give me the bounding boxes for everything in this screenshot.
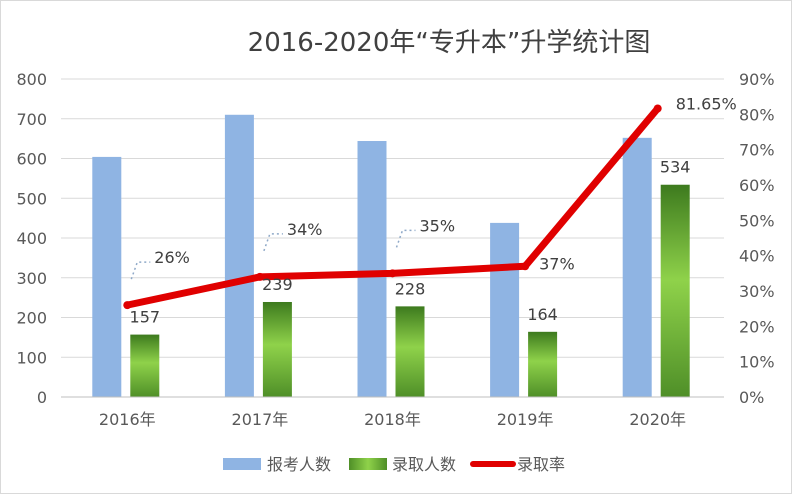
rate-label-leader bbox=[263, 233, 283, 252]
rate-point bbox=[255, 272, 264, 281]
y-left-tick-label: 800 bbox=[16, 70, 47, 89]
bar-applicants bbox=[622, 137, 652, 397]
x-tick-label: 2018年 bbox=[364, 410, 421, 429]
bar-admitted bbox=[262, 301, 292, 397]
legend-label-admitted: 录取人数 bbox=[392, 455, 456, 474]
bar-admitted bbox=[395, 306, 425, 397]
chart-title: 2016-2020年“专升本”升学统计图 bbox=[248, 28, 651, 58]
admitted-data-label: 534 bbox=[660, 158, 691, 177]
rate-data-label: 34% bbox=[287, 220, 323, 239]
y-right-tick-label: 0% bbox=[739, 388, 764, 407]
rate-data-label: 35% bbox=[420, 216, 456, 235]
y-left-tick-label: 300 bbox=[16, 269, 47, 288]
admitted-data-label: 157 bbox=[130, 308, 161, 327]
bar-admitted bbox=[660, 184, 690, 397]
admitted-data-label: 239 bbox=[262, 275, 293, 294]
y-left-tick-label: 200 bbox=[16, 309, 47, 328]
rate-label-leader bbox=[395, 229, 416, 248]
rate-point bbox=[521, 262, 530, 271]
rate-data-label: 37% bbox=[539, 254, 575, 273]
rate-point bbox=[653, 104, 662, 113]
y-right-tick-label: 70% bbox=[739, 141, 775, 160]
rate-data-label: 81.65% bbox=[676, 95, 737, 114]
legend-label-applicants: 报考人数 bbox=[267, 455, 331, 474]
y-right-tick-label: 40% bbox=[739, 247, 775, 266]
y-left-tick-label: 500 bbox=[16, 189, 47, 208]
rate-data-label: 26% bbox=[154, 248, 190, 267]
y-right-tick-label: 80% bbox=[739, 105, 775, 124]
legend-label-rate: 录取率 bbox=[517, 455, 565, 474]
x-tick-label: 2016年 bbox=[99, 410, 156, 429]
admitted-data-label: 228 bbox=[395, 279, 426, 298]
bar-applicants bbox=[92, 156, 122, 397]
x-tick-label: 2020年 bbox=[629, 410, 686, 429]
y-right-tick-label: 30% bbox=[739, 282, 775, 301]
bar-applicants bbox=[224, 114, 254, 398]
y-right-tick-label: 20% bbox=[739, 317, 775, 336]
rate-label-leader bbox=[130, 261, 151, 280]
y-right-tick-label: 50% bbox=[739, 211, 775, 230]
x-tick-label: 2017年 bbox=[232, 410, 289, 429]
y-left-tick-label: 400 bbox=[16, 229, 47, 248]
rate-point bbox=[388, 269, 397, 278]
y-right-tick-label: 90% bbox=[739, 70, 775, 89]
x-tick-label: 2019年 bbox=[497, 410, 554, 429]
bar-admitted bbox=[130, 334, 160, 397]
y-left-tick-label: 100 bbox=[16, 348, 47, 367]
bar-applicants bbox=[490, 222, 520, 397]
bar-admitted bbox=[528, 331, 558, 397]
y-left-tick-label: 600 bbox=[16, 150, 47, 169]
rate-point bbox=[123, 301, 132, 310]
y-right-tick-label: 10% bbox=[739, 353, 775, 372]
legend-swatch-applicants bbox=[223, 458, 261, 470]
y-left-tick-label: 700 bbox=[16, 110, 47, 129]
bar-applicants bbox=[357, 141, 387, 397]
admitted-data-label: 164 bbox=[527, 305, 558, 324]
y-right-tick-label: 60% bbox=[739, 176, 775, 195]
legend-swatch-admitted bbox=[349, 458, 387, 470]
y-left-tick-label: 0 bbox=[37, 388, 47, 407]
